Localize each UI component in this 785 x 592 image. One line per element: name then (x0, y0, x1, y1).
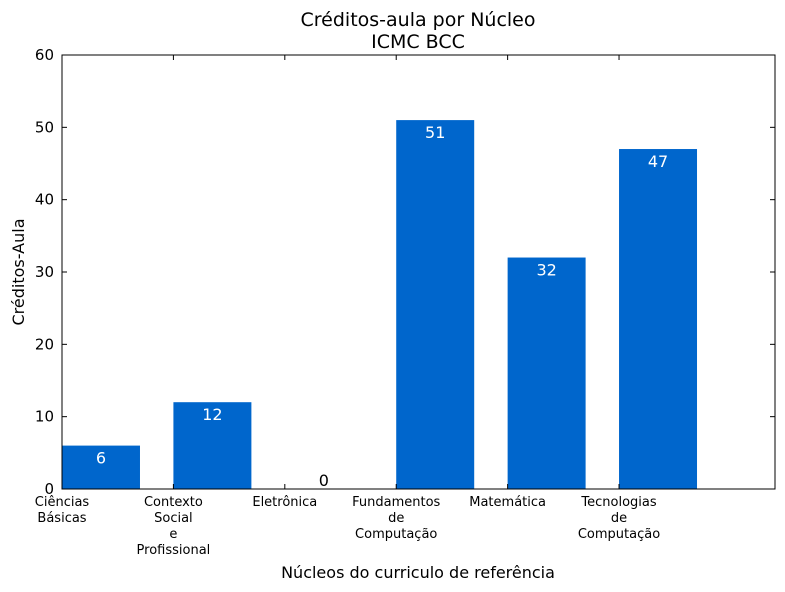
bar-value-label: 47 (648, 152, 668, 171)
x-tick-label: Eletrônica (252, 495, 317, 510)
x-tick-label: Ciências Básicas (35, 495, 90, 526)
bar-value-labels: 6 12 0 51 32 47 (96, 123, 668, 490)
x-tick-label: Fundamentos de Computação (352, 495, 440, 542)
x-tick-label: Matemática (469, 495, 546, 510)
y-tick-label: 10 (35, 408, 54, 426)
bar-value-label: 12 (202, 405, 222, 424)
y-tick-label: 40 (35, 191, 54, 209)
x-axis: Ciências Básicas Contexto Social e Profission… (35, 55, 660, 558)
bar-value-label: 32 (536, 261, 556, 280)
bar-value-label: 51 (425, 123, 445, 142)
bar (62, 445, 140, 489)
chart-title: Créditos-aula por Núcleo (301, 9, 536, 31)
y-axis-title: Créditos-Aula (9, 219, 28, 326)
x-tick-label: Contexto Social e Profissional (137, 495, 211, 558)
y-tick-label: 0 (44, 480, 54, 498)
bar (507, 257, 586, 489)
y-tick-label: 20 (35, 335, 54, 353)
bar (396, 120, 475, 489)
bar (173, 402, 252, 489)
bar-value-label: 0 (319, 471, 329, 490)
y-tick-label: 60 (35, 46, 54, 64)
bar (619, 149, 698, 490)
y-tick-label: 30 (35, 263, 54, 281)
x-tick-label: Tecnologias de Computação (578, 495, 660, 542)
y-tick-label: 50 (35, 118, 54, 136)
bar-value-label: 6 (96, 449, 106, 468)
chart-subtitle: ICMC BCC (371, 31, 465, 53)
bars-layer (62, 120, 698, 490)
x-axis-title: Núcleos do curriculo de referência (281, 563, 555, 582)
